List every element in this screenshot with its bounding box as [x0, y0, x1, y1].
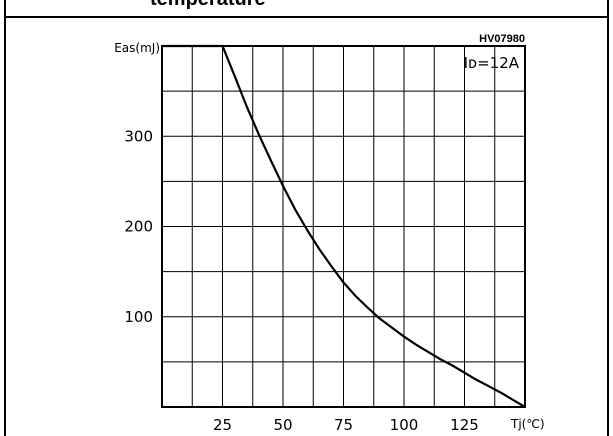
y-axis-label: Eas(mJ)	[114, 41, 160, 55]
grid	[162, 46, 525, 407]
y-ticks: 100 200 300	[124, 127, 153, 326]
chart-title-fragment: temperature	[150, 0, 266, 11]
x-tick-label: 125	[450, 416, 479, 434]
right-border	[607, 0, 609, 436]
figure-code: HV07980	[479, 33, 525, 45]
condition-annotation: Iᴅ=12A	[464, 54, 520, 72]
plot-area	[161, 45, 526, 408]
x-tick-label: 100	[390, 416, 419, 434]
y-tick-label: 100	[124, 308, 153, 326]
left-border	[4, 0, 6, 436]
x-axis-label: Tj(℃)	[510, 417, 545, 431]
top-border	[4, 16, 609, 18]
y-tick-label: 200	[124, 218, 153, 236]
x-tick-label: 75	[334, 416, 353, 434]
series-line	[162, 44, 526, 408]
y-tick-label: 300	[124, 127, 153, 145]
x-ticks: 25 50 75 100 125	[213, 416, 479, 434]
x-tick-label: 50	[273, 416, 292, 434]
x-tick-label: 25	[213, 416, 232, 434]
